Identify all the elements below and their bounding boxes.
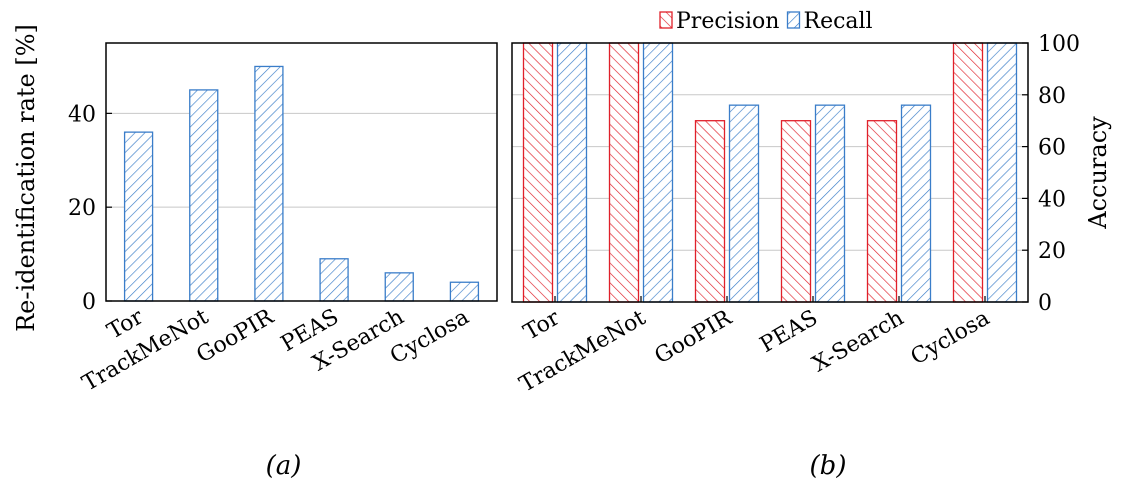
legend-label-recall: Recall bbox=[804, 9, 873, 34]
legend-b: Precision Recall bbox=[659, 9, 873, 34]
bar-precision bbox=[608, 42, 640, 303]
bar bbox=[384, 272, 414, 302]
bar-precision bbox=[522, 42, 554, 303]
x-tick-label: X-Search bbox=[808, 306, 908, 378]
bar bbox=[449, 281, 480, 302]
y-axis-label-b: Accuracy bbox=[1084, 116, 1112, 230]
caption-a: (a) bbox=[266, 451, 302, 481]
y-tick-label: 20 bbox=[68, 196, 96, 221]
y-axis-label-a: Re-identification rate [%] bbox=[12, 24, 40, 332]
bar-recall bbox=[728, 104, 760, 303]
legend-label-precision: Precision bbox=[676, 9, 779, 34]
y-tick-label: 40 bbox=[68, 102, 96, 127]
y-tick-label: 40 bbox=[1038, 187, 1066, 212]
y-tick-labels-a: 0 20 40 bbox=[68, 102, 96, 315]
plot-frame-a bbox=[105, 42, 498, 302]
bar-recall bbox=[900, 104, 932, 303]
caption-b: (b) bbox=[810, 451, 847, 481]
bar-recall bbox=[642, 42, 674, 303]
bar bbox=[319, 258, 349, 302]
legend-swatch-precision bbox=[659, 11, 673, 29]
y-tick-label: 100 bbox=[1038, 32, 1080, 57]
bars-b bbox=[522, 42, 1018, 303]
y-tick-label: 20 bbox=[1038, 239, 1066, 264]
y-tick-labels-b: 0 20 40 60 80 100 bbox=[1038, 32, 1080, 316]
bars-a bbox=[123, 65, 480, 302]
bar-recall bbox=[556, 42, 588, 303]
x-tick-label: TrackMeNot bbox=[78, 304, 213, 396]
y-tick-label: 0 bbox=[1038, 291, 1052, 316]
bar-precision bbox=[694, 120, 726, 303]
gridlines-a bbox=[106, 112, 497, 302]
plot-frame-b bbox=[511, 42, 1029, 303]
x-tick-label: Cyclosa bbox=[907, 306, 994, 371]
y-tick-label: 80 bbox=[1038, 84, 1066, 109]
y-tick-label: 0 bbox=[82, 290, 96, 315]
bar-precision bbox=[866, 120, 898, 303]
bar-precision bbox=[780, 120, 812, 303]
bar-recall bbox=[814, 104, 846, 303]
x-tick-label: PEAS bbox=[756, 306, 822, 359]
bar-precision bbox=[952, 42, 984, 303]
x-tick-label: GooPIR bbox=[651, 305, 738, 369]
bar-recall bbox=[986, 42, 1018, 303]
legend-swatch-recall bbox=[786, 11, 801, 29]
bar bbox=[254, 65, 284, 302]
gridlines-b bbox=[512, 42, 1028, 303]
bar bbox=[189, 89, 219, 302]
bar bbox=[123, 131, 154, 302]
x-tick-label: Tor bbox=[520, 305, 565, 345]
y-tick-label: 60 bbox=[1038, 136, 1066, 161]
x-tick-label: GooPIR bbox=[193, 304, 280, 368]
